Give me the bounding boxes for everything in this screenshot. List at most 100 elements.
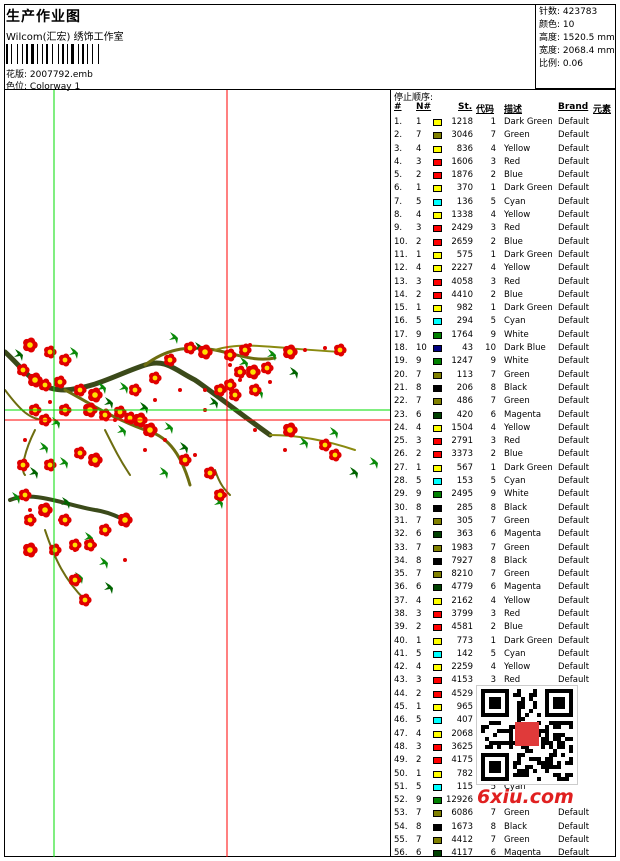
color-swatch [433, 251, 442, 259]
color-swatch [433, 384, 442, 392]
qr-module [545, 741, 549, 745]
row-code: 2 [490, 289, 496, 300]
blossom-center [87, 542, 93, 548]
color-swatch [433, 398, 442, 406]
leaves [11, 332, 378, 594]
row-code: 2 [490, 170, 496, 181]
qr-module [545, 765, 549, 769]
table-row: 4. 3 1606 3 Red Default [392, 156, 616, 169]
color-swatch [433, 358, 442, 366]
color-swatch [433, 624, 442, 632]
qr-module [561, 733, 565, 737]
row-brand: Default [558, 542, 590, 553]
bud [123, 558, 127, 562]
color-swatch [433, 810, 442, 818]
colorway-value: Colorway 1 [29, 82, 81, 92]
row-brand: Default [558, 555, 590, 566]
color-swatch [433, 837, 442, 845]
table-row: 37. 4 2162 4 Yellow Default [392, 595, 616, 608]
qr-module [549, 753, 553, 757]
row-brand: Default [558, 382, 590, 393]
qr-module [529, 757, 533, 761]
qr-module [569, 745, 573, 749]
row-description: Cyan [504, 196, 526, 207]
row-needle: 9 [416, 489, 422, 500]
row-needle: 6 [416, 848, 422, 859]
bud [48, 400, 52, 404]
qr-module [533, 769, 537, 773]
leaf [104, 582, 113, 594]
row-needle: 8 [416, 555, 422, 566]
qr-module [569, 773, 573, 777]
qr-module [541, 765, 545, 769]
color-swatch [433, 331, 442, 339]
row-stitches: 136 [456, 196, 473, 207]
embroidery-artwork [5, 90, 390, 857]
table-row: 21. 8 206 8 Black Default [392, 382, 616, 395]
qr-finder-core [553, 697, 565, 709]
row-description: Yellow [504, 143, 531, 154]
design-file: 花版: 2007792.emb [6, 67, 93, 80]
blossom-center [250, 369, 256, 375]
row-stitches: 142 [456, 648, 473, 659]
qr-code-image [481, 689, 573, 781]
row-code: 1 [490, 117, 496, 127]
blossom-center [27, 517, 33, 523]
design-label: 花版: [6, 70, 28, 80]
row-needle: 2 [416, 622, 422, 633]
row-brand: Default [558, 303, 590, 314]
blossom-center [117, 409, 123, 415]
qr-module [533, 757, 537, 761]
color-swatch [433, 318, 442, 326]
qr-module [553, 725, 557, 729]
row-brand: Default [558, 515, 590, 526]
blossom-center [72, 577, 78, 583]
blossom-center [207, 470, 213, 476]
qr-module [545, 769, 549, 773]
row-stitches: 115 [456, 781, 473, 792]
row-needle: 4 [416, 662, 422, 673]
row-code: 4 [490, 662, 496, 673]
row-stitches: 782 [456, 768, 473, 779]
qr-finder-core [489, 697, 501, 709]
row-stitches: 285 [456, 502, 473, 513]
watermark: 6xiu.com [477, 786, 574, 808]
row-code: 3 [490, 156, 496, 167]
row-description: Red [504, 276, 521, 287]
row-code: 3 [490, 608, 496, 619]
bud [253, 428, 257, 432]
color-swatch [433, 291, 442, 299]
header-description: 描述 [504, 105, 523, 115]
row-description: Cyan [504, 316, 526, 327]
row-needle: 2 [416, 688, 422, 699]
row-brand: Default [558, 223, 590, 234]
row-description: Green [504, 130, 530, 141]
table-row: 11. 1 575 1 Dark Green Default [392, 249, 616, 262]
qr-module [509, 733, 513, 737]
qr-module [537, 761, 541, 765]
table-row: 46. 5 407 [392, 714, 616, 727]
qr-module [565, 773, 569, 777]
color-swatch [433, 504, 442, 512]
row-stitches: 567 [456, 462, 473, 473]
row-needle: 3 [416, 156, 422, 167]
row-stitches: 6086 [451, 808, 473, 819]
qr-module [549, 757, 553, 761]
row-description: Yellow [504, 422, 531, 433]
blossom-center [82, 597, 88, 603]
row-index: 21. [394, 382, 408, 393]
row-stitches: 4175 [451, 755, 473, 766]
row-index: 5. [394, 170, 403, 181]
qr-module [561, 741, 565, 745]
table-row: 26. 2 3373 2 Blue Default [392, 448, 616, 461]
row-stitches: 2659 [451, 236, 473, 247]
qr-module [521, 705, 525, 709]
sequence-rows: 1. 1 1218 1 Dark Green Default 2. 7 3046 7 Green De… [392, 116, 616, 861]
qr-module [517, 701, 521, 705]
blossom-center [92, 392, 98, 398]
qr-module [557, 765, 561, 769]
table-row: 43. 3 4153 3 Red Default [392, 674, 616, 687]
row-needle: 7 [416, 569, 422, 580]
row-index: 8. [394, 210, 403, 221]
sequence-title: 停止顺序: [394, 93, 434, 103]
